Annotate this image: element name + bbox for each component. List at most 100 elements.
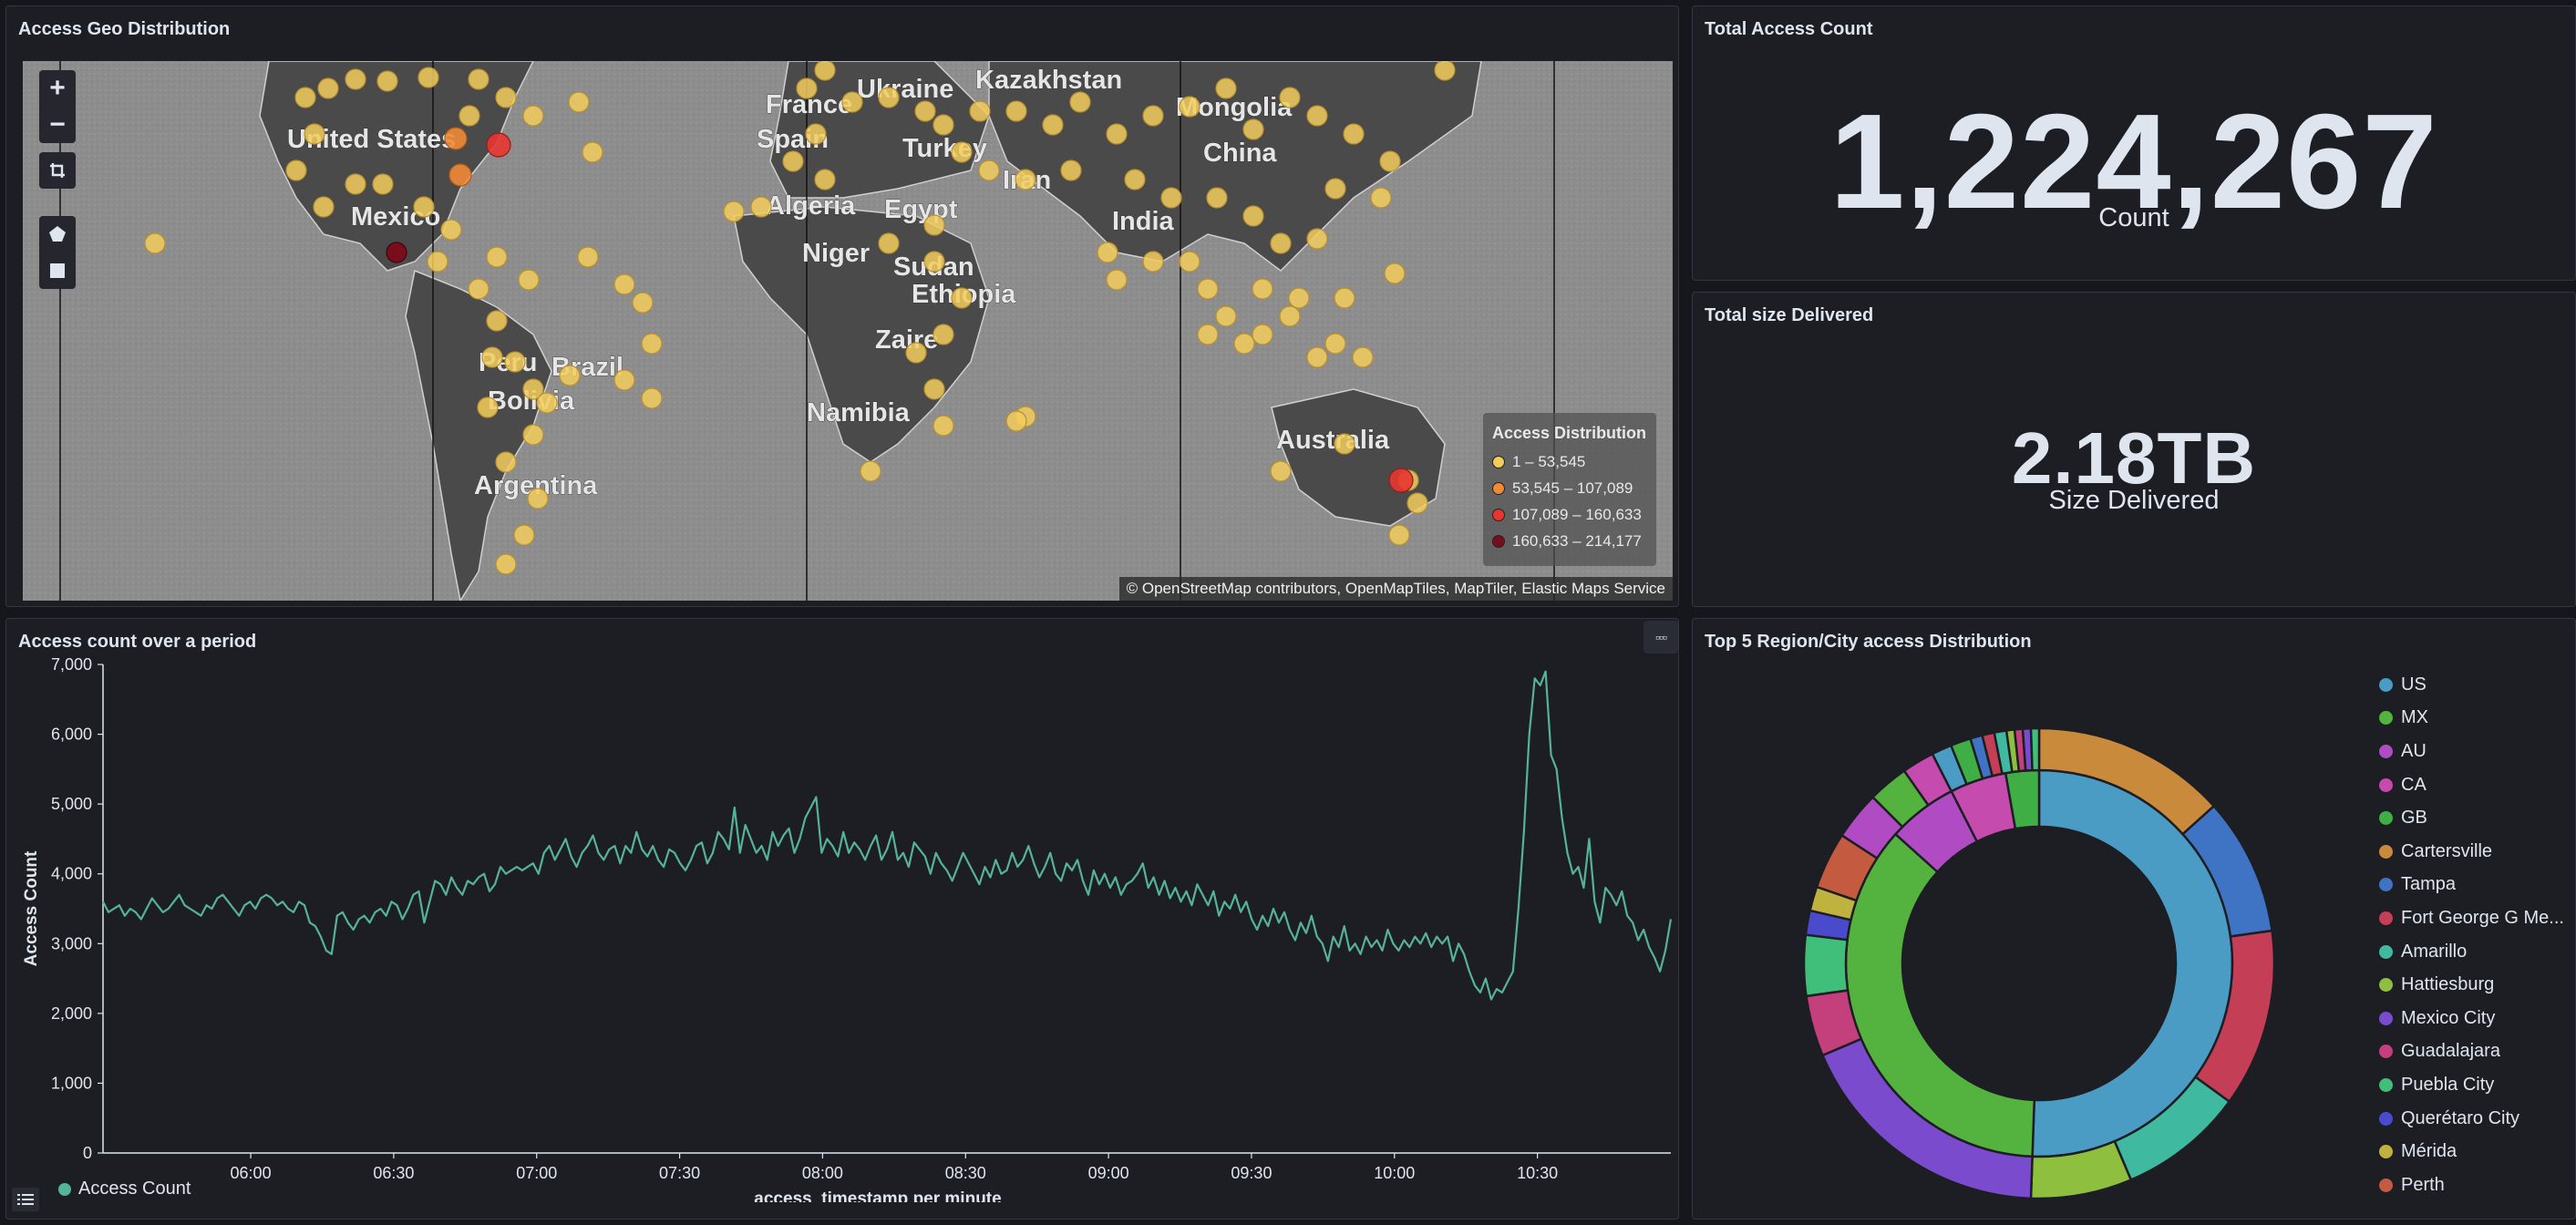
map-point[interactable] xyxy=(468,68,489,90)
map-point[interactable] xyxy=(481,346,503,368)
map-point[interactable] xyxy=(417,67,439,88)
map-point[interactable] xyxy=(1379,150,1401,172)
map-point[interactable] xyxy=(577,246,599,268)
map-point[interactable] xyxy=(1097,242,1118,263)
line-legend-item[interactable]: Access Count xyxy=(58,1179,191,1199)
map-point[interactable] xyxy=(750,196,772,218)
pie-legend-item[interactable]: CA xyxy=(2379,768,2564,802)
map-point[interactable] xyxy=(1388,524,1410,546)
map-point[interactable] xyxy=(559,365,581,386)
map-point[interactable] xyxy=(1060,160,1082,181)
map-point[interactable] xyxy=(1042,114,1064,136)
map-point[interactable] xyxy=(641,333,663,355)
map-point[interactable] xyxy=(613,273,635,295)
map-point[interactable] xyxy=(518,269,540,291)
map-point[interactable] xyxy=(1142,105,1164,127)
map-point[interactable] xyxy=(632,292,654,314)
pie-legend-item[interactable]: Perth xyxy=(2379,1168,2564,1202)
map-point[interactable] xyxy=(304,123,325,145)
map-point[interactable] xyxy=(313,196,335,218)
map-point[interactable] xyxy=(1005,410,1027,432)
map-point[interactable] xyxy=(1106,123,1128,145)
map-point[interactable] xyxy=(448,163,472,187)
pie-legend-item[interactable]: Guadalajara xyxy=(2379,1035,2564,1069)
map-point[interactable] xyxy=(1384,262,1406,284)
zoom-out-button[interactable]: − xyxy=(49,109,66,139)
map-point[interactable] xyxy=(1015,169,1036,190)
map-point[interactable] xyxy=(951,141,973,163)
map-point[interactable] xyxy=(923,214,945,236)
map-point[interactable] xyxy=(1370,187,1392,209)
map-point[interactable] xyxy=(1206,187,1228,209)
map-point[interactable] xyxy=(1242,205,1264,227)
map-point[interactable] xyxy=(1279,87,1301,108)
map-point[interactable] xyxy=(1215,305,1237,327)
map-point[interactable] xyxy=(413,196,435,218)
map-point[interactable] xyxy=(1005,100,1027,122)
map-point[interactable] xyxy=(933,114,954,136)
map-point[interactable] xyxy=(522,105,544,127)
map-point[interactable] xyxy=(144,232,166,254)
map-point[interactable] xyxy=(1388,468,1414,493)
map-point[interactable] xyxy=(1215,77,1237,99)
map-point[interactable] xyxy=(513,524,535,546)
map-point[interactable] xyxy=(372,173,394,195)
map-point[interactable] xyxy=(345,68,366,90)
map-point[interactable] xyxy=(905,342,927,364)
map-point[interactable] xyxy=(841,91,863,113)
map-point[interactable] xyxy=(486,246,508,268)
map-point[interactable] xyxy=(345,173,366,195)
map-point[interactable] xyxy=(376,70,398,92)
map-point[interactable] xyxy=(1242,118,1264,140)
pie-legend-item[interactable]: GB xyxy=(2379,801,2564,835)
series-line-access-count[interactable] xyxy=(102,670,1673,1001)
map-point[interactable] xyxy=(1179,96,1200,118)
map-point[interactable] xyxy=(641,387,663,409)
map-point[interactable] xyxy=(814,169,836,190)
map-point[interactable] xyxy=(1306,228,1328,250)
map-canvas[interactable]: United StatesMexicoPeruBrazilBoliviaArge… xyxy=(23,61,1673,601)
map-point[interactable] xyxy=(1324,333,1346,355)
map-point[interactable] xyxy=(427,251,448,273)
pie-legend-item[interactable]: Tampa xyxy=(2379,869,2564,902)
fit-bounds-icon[interactable] xyxy=(39,152,76,189)
map-attribution[interactable]: © OpenStreetMap contributors, OpenMapTil… xyxy=(1118,577,1673,601)
map-point[interactable] xyxy=(486,132,511,158)
map-point[interactable] xyxy=(878,87,900,108)
map-point[interactable] xyxy=(1124,169,1146,190)
pie-legend-item[interactable]: Amarillo xyxy=(2379,935,2564,969)
map-point[interactable] xyxy=(1270,460,1292,482)
map-point[interactable] xyxy=(495,451,517,473)
map-point[interactable] xyxy=(1106,269,1128,291)
map-point[interactable] xyxy=(386,242,407,263)
pie-legend-item[interactable]: US xyxy=(2379,668,2564,702)
map-point[interactable] xyxy=(495,87,517,108)
pie-legend-item[interactable]: Mérida xyxy=(2379,1135,2564,1168)
world-map[interactable]: United StatesMexicoPeruBrazilBoliviaArge… xyxy=(23,61,1673,601)
map-point[interactable] xyxy=(1197,278,1219,300)
pie-legend-item[interactable]: Puebla City xyxy=(2379,1068,2564,1102)
pie-legend-item[interactable]: AU xyxy=(2379,735,2564,768)
map-point[interactable] xyxy=(1306,346,1328,368)
pie-legend-item[interactable]: Fort George G Me... xyxy=(2379,901,2564,935)
map-point[interactable] xyxy=(536,392,558,414)
pie-legend-item[interactable]: Cartersville xyxy=(2379,835,2564,869)
map-point[interactable] xyxy=(933,324,954,345)
map-point[interactable] xyxy=(1252,278,1273,300)
map-point[interactable] xyxy=(1334,287,1355,309)
zoom-in-button[interactable]: + xyxy=(49,73,66,103)
map-point[interactable] xyxy=(723,201,745,222)
map-point[interactable] xyxy=(1324,178,1346,200)
map-point[interactable] xyxy=(294,87,316,108)
map-point[interactable] xyxy=(933,415,954,437)
map-point[interactable] xyxy=(468,278,489,300)
map-point[interactable] xyxy=(1434,61,1456,81)
map-point[interactable] xyxy=(504,351,526,373)
map-point[interactable] xyxy=(1233,333,1255,355)
map-point[interactable] xyxy=(860,460,881,482)
more-options-icon[interactable]: ▫▫▫ xyxy=(1643,621,1678,654)
pie-legend-item[interactable]: Hattiesburg xyxy=(2379,968,2564,1002)
map-point[interactable] xyxy=(1069,91,1091,113)
pie-legend-item[interactable]: Querétaro City xyxy=(2379,1102,2564,1136)
map-point[interactable] xyxy=(317,77,339,99)
